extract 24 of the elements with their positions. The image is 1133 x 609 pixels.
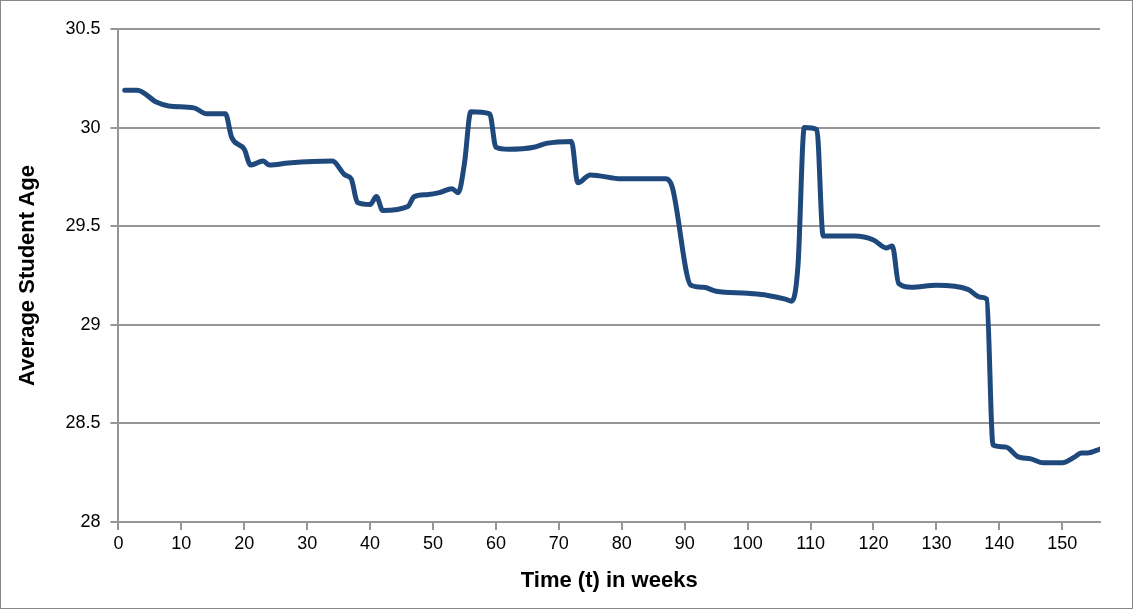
y-axis-title: Average Student Age (14, 165, 40, 386)
y-tick-label: 29.5 (65, 215, 101, 236)
x-tick-label: 110 (796, 532, 825, 553)
x-tick-label: 50 (423, 532, 444, 553)
y-tick-label: 30 (80, 116, 101, 137)
y-tick-label: 28 (80, 510, 101, 531)
x-tick-label: 80 (611, 532, 632, 553)
y-tick-label: 30.5 (65, 17, 101, 38)
y-tick-label: 28.5 (65, 412, 101, 433)
x-tick-label: 60 (485, 532, 506, 553)
x-tick-label: 10 (171, 532, 192, 553)
x-tick-label: 70 (548, 532, 569, 553)
x-tick-label: 100 (732, 532, 763, 553)
x-tick-label: 30 (297, 532, 318, 553)
x-tick-label: 0 (113, 532, 124, 553)
y-tick-label: 29 (80, 313, 101, 334)
x-tick-label: 120 (858, 532, 889, 553)
x-tick-label: 90 (674, 532, 695, 553)
x-tick-label: 20 (234, 532, 255, 553)
x-tick-label: 130 (921, 532, 952, 553)
x-tick-label: 140 (984, 532, 1015, 553)
x-tick-label: 150 (1047, 532, 1078, 553)
x-tick-label: 40 (360, 532, 381, 553)
x-axis-title: Time (t) in weeks (520, 566, 698, 592)
